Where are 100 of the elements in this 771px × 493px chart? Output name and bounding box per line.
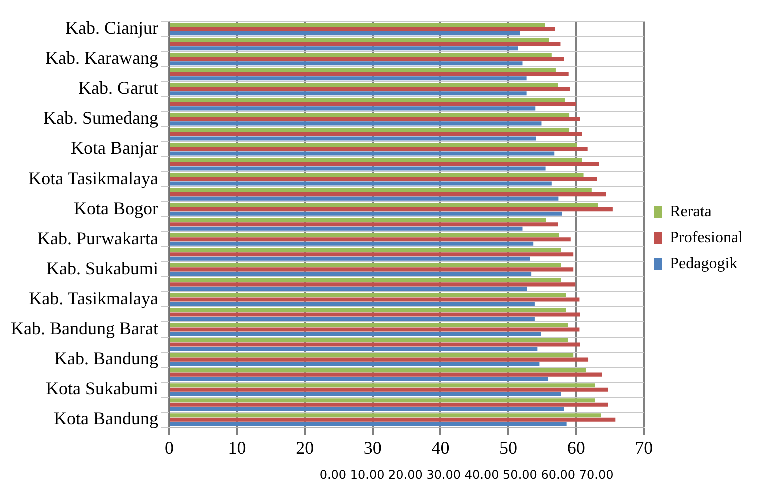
bar (170, 422, 567, 426)
bar (170, 308, 566, 312)
bar (170, 226, 523, 231)
bar (170, 23, 546, 28)
bar (170, 132, 582, 136)
bar (170, 117, 580, 122)
y-tick-label: Kota Sukabumi (46, 378, 158, 399)
bar (170, 92, 527, 96)
y-tick-label: Kab. Bandung Barat (10, 318, 158, 338)
bar (170, 312, 580, 317)
y-tick-label: Kota Bogor (74, 198, 158, 218)
y-tick-label: Kab. Tasikmalaya (29, 288, 158, 308)
bar (170, 32, 520, 36)
bar (170, 106, 536, 111)
bar (170, 354, 574, 358)
bar (170, 83, 558, 88)
text: 0.00 10.00 20.00 30.00 40.00 50.00 60.00 70.00 (320, 468, 614, 482)
bar (170, 203, 598, 208)
bar (170, 128, 570, 132)
bar (170, 358, 589, 362)
bar (170, 72, 569, 76)
y-tick-label: Kab. Garut (78, 78, 158, 98)
bar (170, 218, 546, 222)
y-tick-label: Kab. Sukabumi (46, 258, 158, 278)
bar (170, 122, 542, 126)
y-tick-label: Kota Banjar (70, 138, 158, 158)
bar (170, 293, 566, 298)
bar (170, 42, 561, 46)
bar (170, 98, 566, 102)
bar (170, 46, 518, 51)
y-tick-label: Kab. Cianjur (65, 18, 158, 38)
bar (170, 302, 535, 306)
bar (170, 233, 560, 238)
bar (170, 392, 562, 396)
bar (170, 238, 571, 242)
bar (170, 162, 600, 167)
bar (170, 208, 613, 212)
bar (170, 372, 602, 377)
bar (170, 252, 574, 257)
bar (170, 278, 562, 282)
bar (170, 338, 568, 343)
bar (170, 113, 570, 118)
bar (170, 147, 588, 152)
x-tick-label: 0 (164, 438, 174, 458)
x-tick-label: 20 (296, 438, 314, 458)
bar (170, 286, 528, 291)
bar (170, 418, 616, 422)
bar (170, 87, 570, 92)
legend-label: Profesional (670, 230, 744, 247)
y-tick-label: Kab. Purwakarta (37, 228, 158, 248)
bar (170, 298, 580, 302)
x-tick-label: 10 (228, 438, 246, 458)
y-tick-label: Kab. Sumedang (43, 108, 158, 128)
bar (170, 196, 559, 201)
bar (170, 377, 549, 382)
bar (170, 248, 562, 252)
bar (170, 388, 608, 392)
bar (170, 152, 555, 156)
y-tick-label: Kab. Karawang (46, 48, 158, 68)
bar (170, 53, 552, 58)
bar (170, 407, 564, 412)
bar (170, 316, 535, 322)
bar (170, 362, 540, 366)
bar (170, 192, 606, 197)
bar (170, 182, 552, 186)
bar (170, 368, 586, 373)
bar (170, 136, 536, 141)
bar (170, 222, 558, 227)
bar (170, 342, 580, 347)
bar (170, 27, 556, 32)
x-tick-label: 40 (432, 438, 450, 458)
x-tick-label: 50 (500, 438, 518, 458)
bar (170, 414, 602, 418)
bar (170, 166, 546, 171)
bar (170, 402, 608, 407)
y-tick-label: Kab. Bandung (54, 348, 158, 369)
bar (170, 328, 580, 332)
legend-label: Pedagogik (670, 256, 738, 273)
bar (170, 57, 564, 62)
bar (170, 143, 577, 148)
y-tick-label: Kota Tasikmalaya (28, 168, 158, 188)
bar (170, 256, 530, 261)
bar (170, 323, 568, 328)
bar (170, 398, 596, 403)
y-tick-label: Kota Bandung (54, 408, 158, 429)
x-tick-label: 70 (635, 438, 654, 458)
bar (170, 76, 527, 81)
bar (170, 242, 534, 246)
bar (170, 212, 562, 216)
bar (170, 263, 562, 268)
bar (170, 268, 574, 272)
x-tick-label: 30 (364, 438, 382, 458)
bar (170, 62, 523, 66)
bar (170, 282, 576, 287)
bar (170, 188, 592, 192)
bar (170, 68, 556, 72)
bar (170, 347, 538, 352)
bar (170, 384, 596, 388)
bar (170, 173, 584, 178)
bar (170, 272, 532, 276)
